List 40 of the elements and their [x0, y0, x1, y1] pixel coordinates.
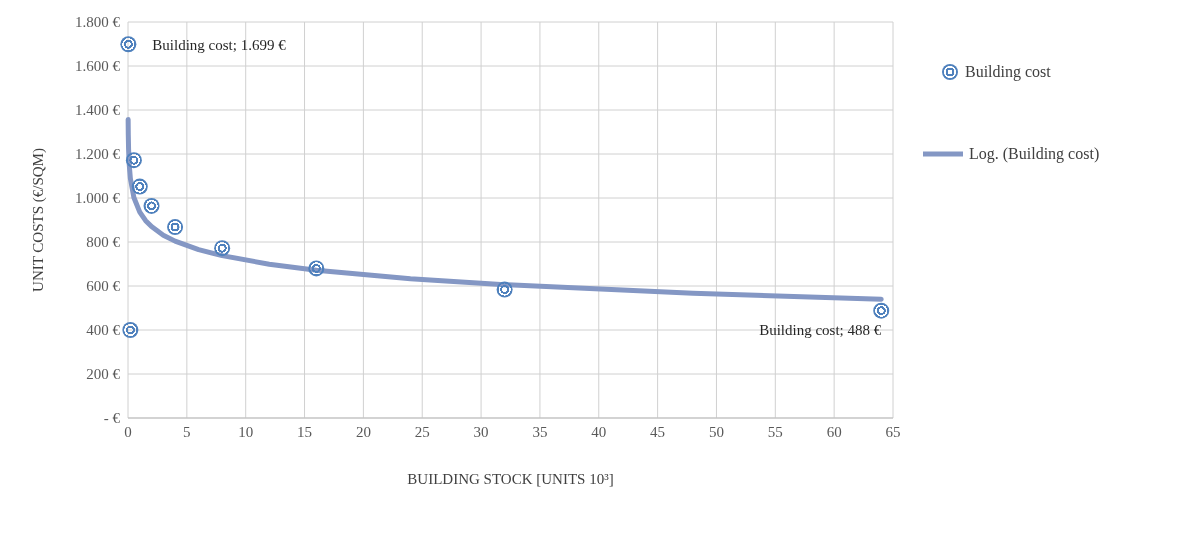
point — [131, 178, 148, 195]
y-tick-label: 1.800 € — [75, 14, 121, 31]
x-tick-label: 55 — [767, 423, 783, 440]
x-tick-label: 5 — [183, 423, 191, 440]
annotation: Building cost; 488 € — [759, 322, 882, 339]
y-tick-label: 600 € — [86, 278, 121, 295]
point — [143, 197, 160, 214]
x-tick-label: 15 — [297, 423, 313, 440]
x-tick-label: 40 — [591, 423, 607, 440]
x-tick-label: 30 — [473, 423, 489, 440]
x-tick-label: 60 — [826, 423, 842, 440]
point — [120, 36, 137, 53]
y-axis-title: UNIT COSTS (€/SQM) — [30, 148, 48, 292]
x-tick-label: 10 — [238, 423, 254, 440]
point — [214, 240, 231, 257]
point — [873, 302, 890, 319]
y-tick-label: 1.400 € — [75, 102, 121, 119]
point — [167, 219, 184, 236]
legend-label: Log. (Building cost) — [969, 145, 1100, 163]
x-tick-label: 45 — [650, 423, 666, 440]
x-tick-label: 50 — [708, 423, 724, 440]
legend-label: Building cost — [965, 63, 1051, 81]
y-tick-label: 1.600 € — [75, 58, 121, 75]
point — [308, 260, 325, 277]
annotation: Building cost; 1.699 € — [152, 36, 287, 53]
y-tick-label: 200 € — [86, 366, 121, 383]
x-tick-label: 25 — [414, 423, 430, 440]
y-tick-label: 1.200 € — [75, 146, 121, 163]
point — [122, 322, 139, 338]
y-tick-label: 400 € — [86, 322, 121, 339]
x-tick-label: 35 — [532, 423, 548, 440]
point — [496, 281, 513, 298]
y-tick-label: 800 € — [86, 234, 121, 251]
y-tick-label: - € — [103, 410, 121, 427]
x-axis-title: BUILDING STOCK [UNITS 10³] — [407, 471, 614, 487]
x-tick-label: 20 — [355, 423, 371, 440]
x-tick-label: 65 — [885, 423, 901, 440]
point — [125, 152, 142, 169]
x-tick-label: 0 — [124, 423, 132, 440]
y-tick-label: 1.000 € — [75, 190, 121, 207]
